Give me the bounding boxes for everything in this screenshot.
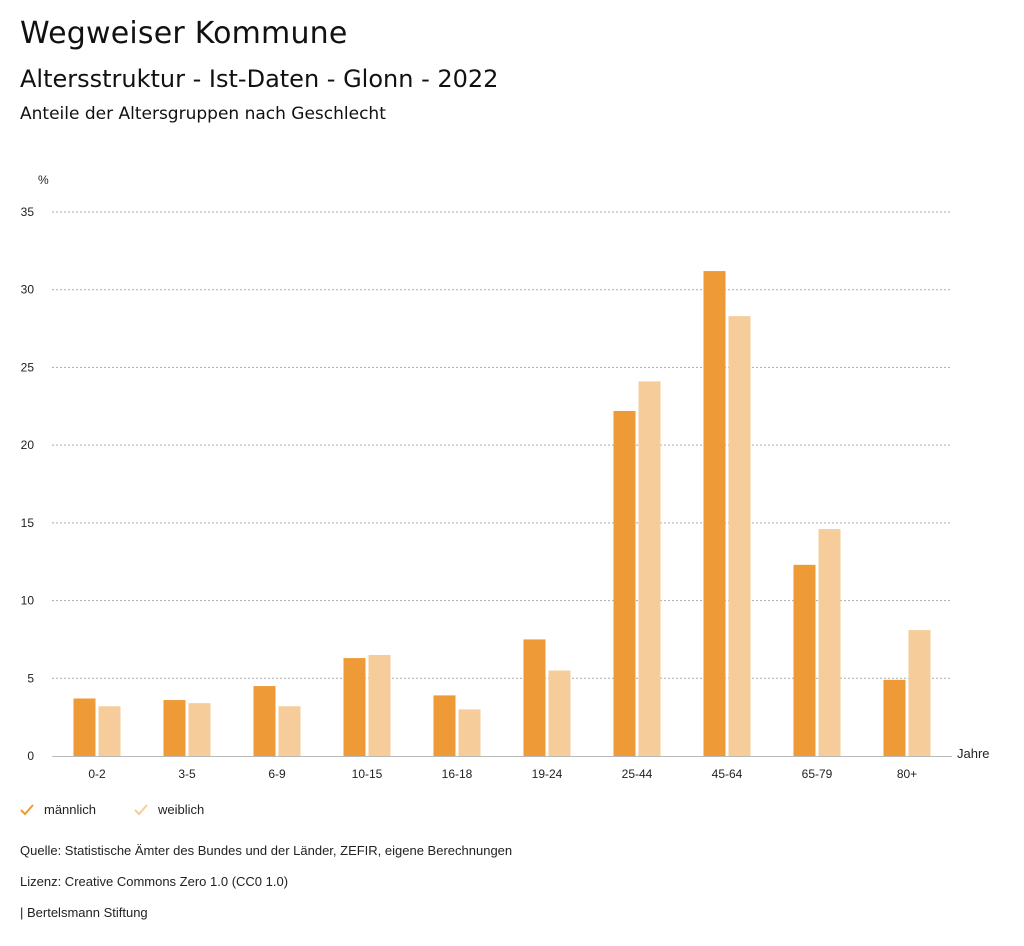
check-icon bbox=[20, 803, 34, 815]
x-tick-label: 3-5 bbox=[178, 767, 196, 781]
bar-weiblich-6-9 bbox=[278, 706, 301, 756]
bar-maennlich-19-24 bbox=[523, 639, 546, 756]
legend-label-maennlich: männlich bbox=[44, 802, 97, 817]
x-tick-label: 10-15 bbox=[352, 767, 383, 781]
x-axis-label: Jahre bbox=[957, 746, 990, 761]
x-tick-label: 45-64 bbox=[712, 767, 743, 781]
y-axis-label: % bbox=[38, 173, 49, 187]
bar-maennlich-0-2 bbox=[73, 698, 96, 756]
bar-maennlich-65-79 bbox=[793, 564, 816, 756]
license-note: Lizenz: Creative Commons Zero 1.0 (CC0 1… bbox=[20, 874, 289, 889]
bar-maennlich-16-18 bbox=[433, 695, 456, 756]
bar-chart: % 0 5 10 15 20 25 30 35 Jahre 0-2 3-5 6-9 10-15 16-18 1… bbox=[21, 173, 990, 781]
y-tick-label: 0 bbox=[27, 749, 34, 763]
bar-weiblich-65-79 bbox=[818, 529, 841, 756]
y-tick-label: 25 bbox=[21, 360, 35, 374]
x-tick-label: 0-2 bbox=[88, 767, 106, 781]
bar-weiblich-19-24 bbox=[548, 670, 571, 756]
y-tick-label: 30 bbox=[21, 283, 35, 297]
bar-weiblich-45-64 bbox=[728, 316, 751, 756]
bar-weiblich-3-5 bbox=[188, 703, 211, 756]
bar-maennlich-45-64 bbox=[703, 271, 726, 756]
check-icon bbox=[134, 803, 148, 815]
legend-item-weiblich[interactable]: weiblich bbox=[134, 802, 204, 817]
x-tick-label: 80+ bbox=[897, 767, 917, 781]
bar-weiblich-80+ bbox=[908, 630, 931, 756]
bar-weiblich-16-18 bbox=[458, 709, 481, 756]
y-tick-label: 15 bbox=[21, 516, 35, 530]
legend: männlich weiblich bbox=[20, 802, 242, 817]
y-tick-label: 5 bbox=[27, 671, 34, 685]
x-tick-label: 19-24 bbox=[532, 767, 563, 781]
x-tick-label: 25-44 bbox=[622, 767, 653, 781]
x-tick-label: 65-79 bbox=[802, 767, 833, 781]
source-note: Quelle: Statistische Ämter des Bundes un… bbox=[20, 843, 513, 858]
x-tick-label: 16-18 bbox=[442, 767, 473, 781]
y-tick-label: 35 bbox=[21, 205, 35, 219]
y-tick-label: 20 bbox=[21, 438, 35, 452]
legend-item-maennlich[interactable]: männlich bbox=[20, 802, 96, 817]
bar-weiblich-10-15 bbox=[368, 654, 391, 756]
legend-label-weiblich: weiblich bbox=[158, 802, 205, 817]
bar-maennlich-80+ bbox=[883, 679, 906, 756]
chart-subtitle: Altersstruktur - Ist-Daten - Glonn - 202… bbox=[20, 65, 499, 93]
x-tick-label: 6-9 bbox=[268, 767, 286, 781]
bar-maennlich-25-44 bbox=[613, 410, 636, 756]
bar-weiblich-0-2 bbox=[98, 706, 121, 756]
chart-description: Anteile der Altersgruppen nach Geschlech… bbox=[20, 104, 386, 124]
page-title: Wegweiser Kommune bbox=[20, 16, 348, 51]
bar-maennlich-3-5 bbox=[163, 700, 186, 756]
brand-note: | Bertelsmann Stiftung bbox=[20, 905, 148, 920]
bar-maennlich-6-9 bbox=[253, 686, 276, 756]
bar-weiblich-25-44 bbox=[638, 381, 661, 756]
y-tick-label: 10 bbox=[21, 594, 35, 608]
bar-maennlich-10-15 bbox=[343, 658, 366, 756]
